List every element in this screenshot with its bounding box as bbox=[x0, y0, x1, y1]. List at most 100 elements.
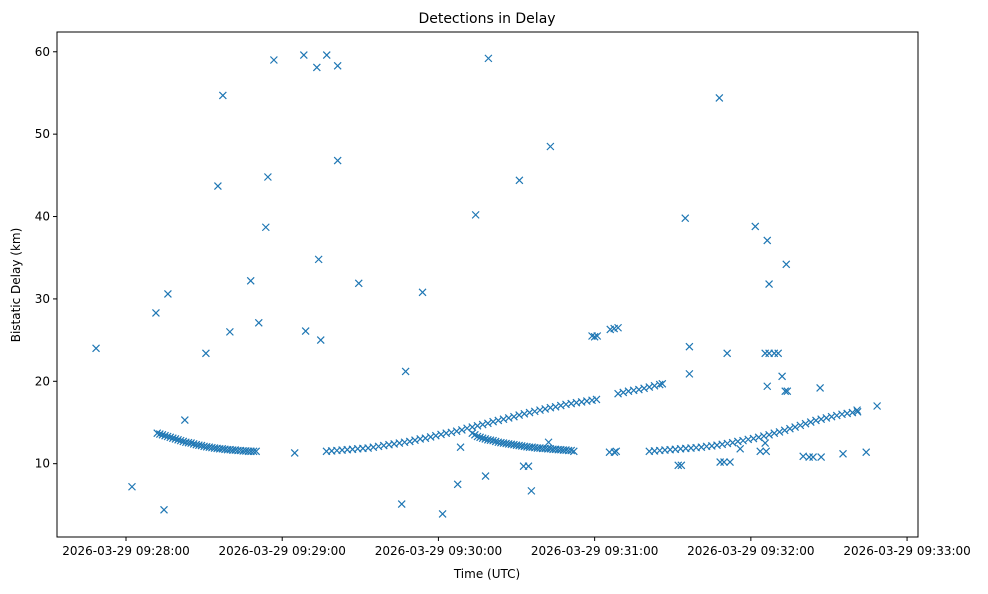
data-point bbox=[152, 308, 160, 317]
data-point bbox=[720, 458, 728, 466]
data-point bbox=[756, 447, 765, 456]
data-point bbox=[168, 434, 177, 443]
data-point bbox=[785, 424, 794, 433]
data-point bbox=[774, 349, 783, 358]
data-point bbox=[163, 432, 172, 441]
data-point bbox=[809, 453, 818, 462]
data-point bbox=[246, 276, 255, 285]
data-point bbox=[252, 447, 261, 456]
data-point bbox=[832, 411, 841, 420]
data-point bbox=[494, 416, 503, 425]
x-tick-label: 2026-03-29 09:28:00 bbox=[62, 544, 189, 558]
data-point bbox=[269, 56, 278, 64]
data-point bbox=[556, 401, 565, 410]
data-point bbox=[254, 318, 263, 327]
data-point bbox=[634, 385, 643, 394]
data-point bbox=[489, 417, 498, 426]
data-point bbox=[489, 436, 498, 445]
data-point bbox=[314, 255, 323, 264]
data-point bbox=[468, 423, 477, 431]
data-point bbox=[762, 447, 771, 456]
data-point bbox=[770, 429, 779, 438]
data-point bbox=[431, 431, 440, 440]
data-point bbox=[759, 432, 768, 441]
data-point bbox=[180, 416, 189, 424]
data-point bbox=[411, 436, 419, 445]
data-point bbox=[775, 428, 784, 436]
data-point bbox=[681, 214, 690, 223]
data-point bbox=[612, 447, 621, 456]
data-point bbox=[593, 332, 602, 340]
data-point bbox=[716, 458, 725, 466]
data-point bbox=[805, 453, 814, 462]
data-point bbox=[481, 472, 490, 480]
data-point bbox=[426, 432, 435, 441]
data-point bbox=[504, 414, 513, 422]
data-point bbox=[333, 61, 342, 70]
data-point bbox=[471, 210, 480, 219]
data-point bbox=[765, 430, 774, 439]
data-point bbox=[726, 458, 734, 466]
data-point bbox=[176, 436, 185, 445]
data-point bbox=[751, 222, 760, 231]
data-point bbox=[739, 436, 747, 445]
data-point bbox=[761, 349, 770, 358]
data-point bbox=[530, 407, 539, 416]
data-point bbox=[299, 51, 308, 59]
chart-title: Detections in Delay bbox=[418, 11, 555, 27]
data-point bbox=[614, 389, 622, 398]
data-point bbox=[153, 429, 162, 438]
data-point bbox=[171, 435, 180, 443]
plot-frame bbox=[56, 31, 919, 538]
y-tick-label: 30 bbox=[35, 292, 50, 306]
data-point bbox=[163, 290, 172, 298]
y-axis-label: Bistatic Delay (km) bbox=[9, 228, 23, 343]
x-tick-label: 2026-03-29 09:31:00 bbox=[531, 544, 658, 558]
data-point bbox=[610, 448, 619, 457]
y-tick-label: 20 bbox=[35, 374, 50, 388]
data-point bbox=[822, 414, 831, 422]
y-tick-label: 40 bbox=[35, 210, 50, 224]
data-point bbox=[645, 383, 654, 391]
data-point bbox=[160, 505, 168, 514]
data-point bbox=[749, 434, 758, 443]
data-point bbox=[421, 434, 430, 443]
data-point bbox=[781, 387, 790, 396]
data-point bbox=[263, 173, 272, 181]
data-point bbox=[322, 51, 331, 59]
data-point bbox=[249, 447, 258, 456]
data-point bbox=[457, 425, 466, 434]
data-point bbox=[187, 439, 196, 448]
data-point bbox=[397, 500, 406, 508]
data-point bbox=[418, 288, 427, 297]
data-point bbox=[478, 434, 487, 443]
data-point bbox=[827, 412, 836, 421]
data-point bbox=[447, 428, 456, 437]
data-point bbox=[770, 349, 779, 358]
data-point bbox=[546, 142, 555, 151]
data-point bbox=[515, 176, 524, 185]
data-point bbox=[312, 63, 321, 72]
data-point bbox=[128, 482, 136, 491]
data-point bbox=[812, 416, 820, 425]
data-point bbox=[476, 433, 485, 442]
data-point bbox=[158, 430, 167, 439]
y-tick-label: 10 bbox=[35, 457, 50, 471]
data-point bbox=[544, 438, 553, 447]
x-tick-label: 2026-03-29 09:29:00 bbox=[218, 544, 345, 558]
data-point bbox=[453, 480, 462, 489]
data-point bbox=[452, 427, 461, 436]
data-point bbox=[484, 54, 493, 63]
data-point bbox=[655, 380, 664, 389]
data-point bbox=[483, 419, 492, 428]
data-point bbox=[782, 260, 791, 269]
data-point bbox=[290, 449, 299, 457]
data-point bbox=[873, 402, 882, 410]
data-point bbox=[862, 448, 871, 457]
data-point bbox=[590, 332, 599, 341]
data-point bbox=[619, 388, 628, 397]
data-point bbox=[456, 443, 465, 452]
data-point bbox=[161, 431, 169, 440]
data-point bbox=[817, 415, 826, 424]
